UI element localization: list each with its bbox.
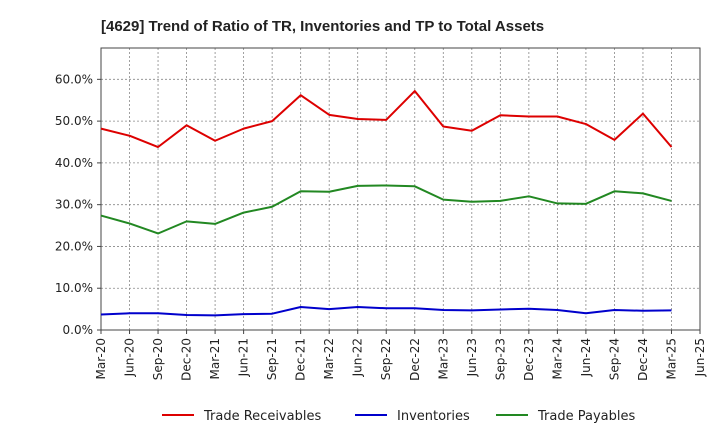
series-line	[100, 184, 672, 235]
legend-label: Trade Receivables	[203, 409, 321, 424]
series-lines	[100, 90, 673, 317]
y-tick-label: 10.0%	[55, 281, 93, 295]
x-tick-label: Dec-24	[636, 338, 650, 381]
y-tick-label: 40.0%	[55, 156, 93, 170]
x-tick-label: Jun-21	[237, 338, 251, 377]
legend-label: Trade Payables	[537, 409, 635, 424]
x-tick-label: Mar-23	[436, 338, 450, 379]
x-tick-label: Jun-24	[579, 338, 593, 377]
series-line	[100, 90, 673, 149]
x-tick-label: Dec-21	[294, 338, 308, 381]
x-tick-label: Jun-20	[123, 338, 137, 377]
x-tick-label: Mar-22	[322, 338, 336, 379]
gridlines	[101, 48, 701, 330]
y-tick-label: 30.0%	[55, 198, 93, 212]
x-tick-label: Mar-24	[550, 338, 564, 379]
x-tick-label: Sep-23	[493, 338, 507, 380]
x-tick-label: Mar-21	[208, 338, 222, 379]
x-tick-label: Sep-24	[607, 338, 621, 380]
x-tick-label: Jun-25	[693, 338, 707, 377]
y-tick-label: 50.0%	[55, 114, 93, 128]
plot-frame	[100, 47, 701, 331]
legend: Trade Receivables Inventories Trade Payabl…	[162, 409, 635, 424]
y-tick-label: 0.0%	[63, 323, 94, 337]
axes: 0.0% 10.0% 20.0% 30.0% 40.0% 50.0% 60.0% Mar-20…	[55, 47, 707, 381]
x-tick-label: Sep-22	[379, 338, 393, 380]
x-tick-label: Sep-20	[151, 338, 165, 380]
x-tick-label: Dec-23	[522, 338, 536, 381]
x-tick-label: Jun-23	[465, 338, 479, 377]
x-tick-label: Dec-22	[408, 338, 422, 381]
series-line	[100, 306, 672, 317]
y-tick-label: 60.0%	[55, 72, 93, 86]
x-tick-label: Dec-20	[180, 338, 194, 381]
y-tick-label: 20.0%	[55, 239, 93, 253]
x-tick-label: Mar-20	[94, 338, 108, 379]
x-tick-label: Jun-22	[351, 338, 365, 377]
x-tick-label: Sep-21	[265, 338, 279, 380]
legend-label: Inventories	[397, 409, 470, 424]
chart-title: [4629] Trend of Ratio of TR, Inventories…	[101, 18, 544, 35]
x-tick-label: Mar-25	[664, 338, 678, 379]
